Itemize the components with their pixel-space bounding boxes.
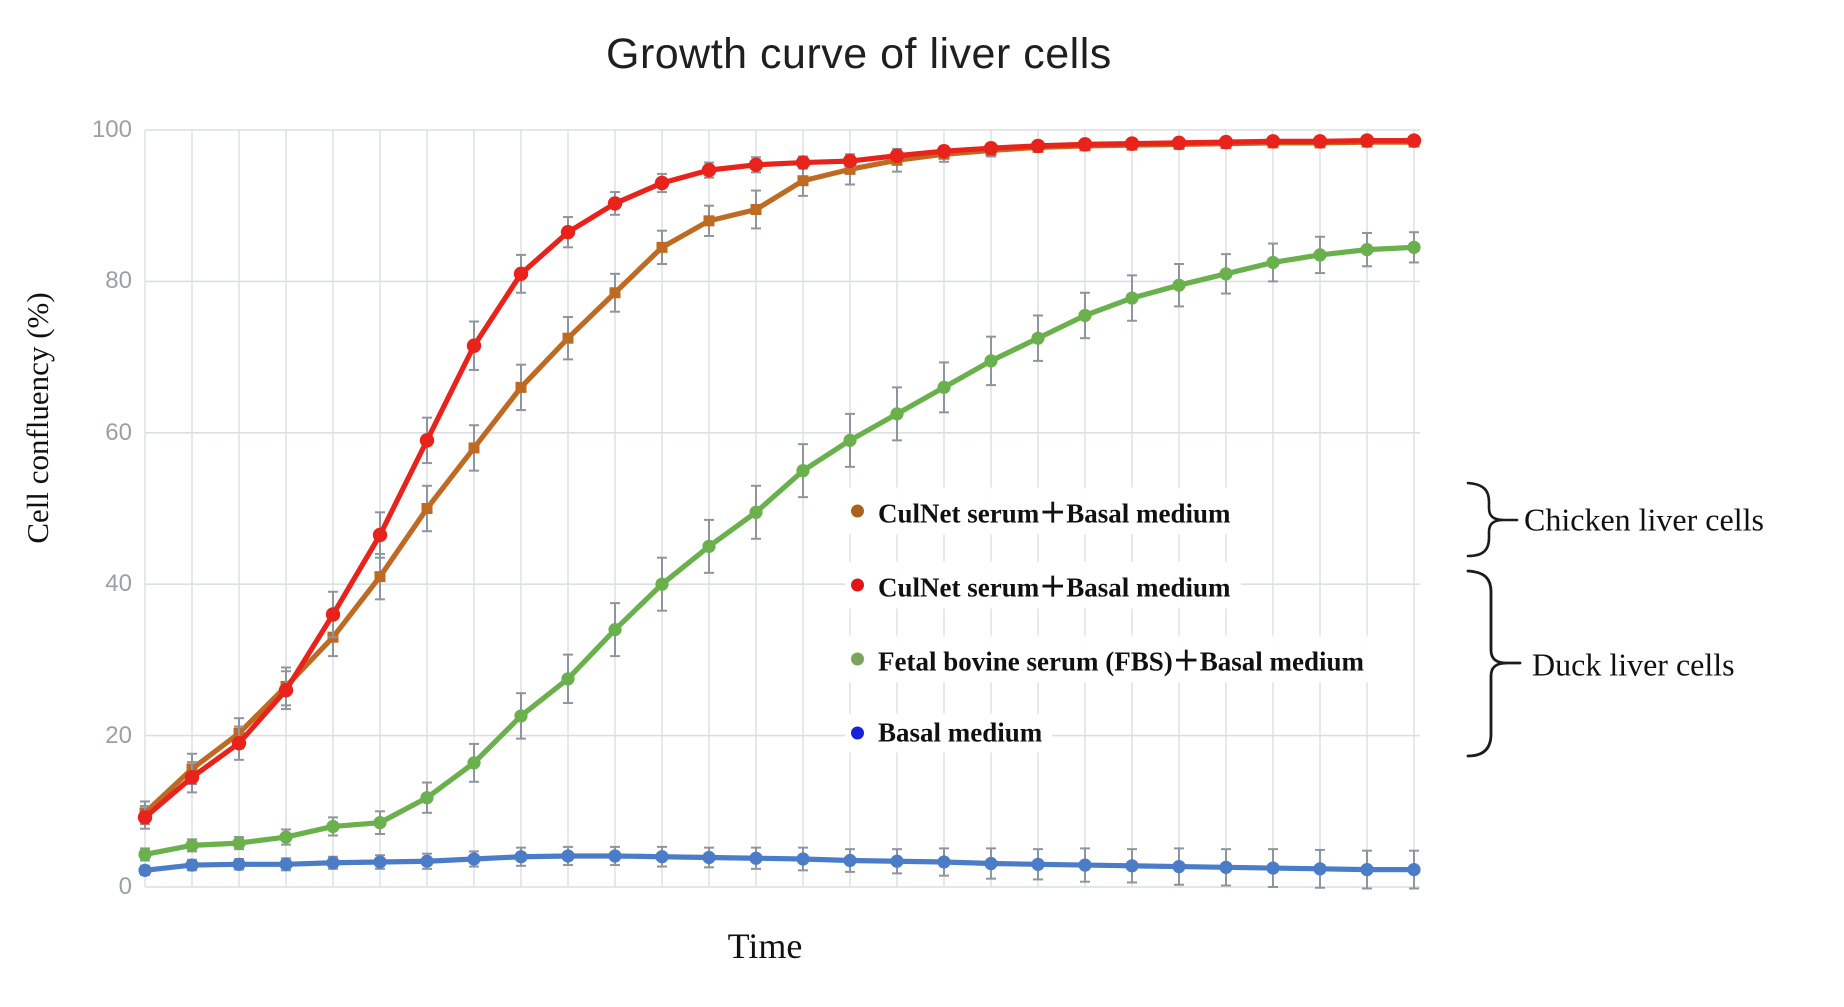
- series-1: [137, 133, 1422, 830]
- x-axis-title: Time: [727, 926, 803, 966]
- group-label-duck: Duck liver cells: [1532, 646, 1735, 683]
- chart-title: Growth curve of liver cells: [606, 30, 1112, 78]
- y-tick-label: 80: [105, 267, 132, 295]
- legend-item: CulNet serum＋Basal medium: [845, 487, 1241, 535]
- legend-marker-icon: [851, 652, 864, 666]
- series-3: [138, 845, 1421, 890]
- y-tick-label: 100: [91, 116, 132, 143]
- legend-item: Fetal bovine serum (FBS)＋Basal medium: [845, 635, 1374, 683]
- legend-marker-icon: [851, 726, 864, 740]
- brace-duck-icon: [1466, 569, 1522, 758]
- y-tick-label: 60: [105, 418, 132, 446]
- legend-item: Basal medium: [845, 713, 1053, 753]
- brace-chicken-icon: [1466, 481, 1519, 558]
- y-tick-label: 20: [105, 721, 132, 749]
- legend-marker-icon: [851, 578, 864, 592]
- legend-item: CulNet serum＋Basal medium: [845, 561, 1241, 609]
- y-tick-label: 40: [105, 570, 132, 598]
- legend-label: Fetal bovine serum (FBS)＋Basal medium: [878, 646, 1364, 677]
- y-tick-label: 0: [118, 873, 132, 900]
- legend-marker-icon: [851, 504, 864, 518]
- series-2: [138, 231, 1421, 862]
- group-label-chicken: Chicken liver cells: [1524, 501, 1764, 538]
- legend-label: CulNet serum＋Basal medium: [878, 572, 1231, 603]
- legend-label: CulNet serum＋Basal medium: [878, 498, 1231, 529]
- legend-label: Basal medium: [878, 717, 1043, 748]
